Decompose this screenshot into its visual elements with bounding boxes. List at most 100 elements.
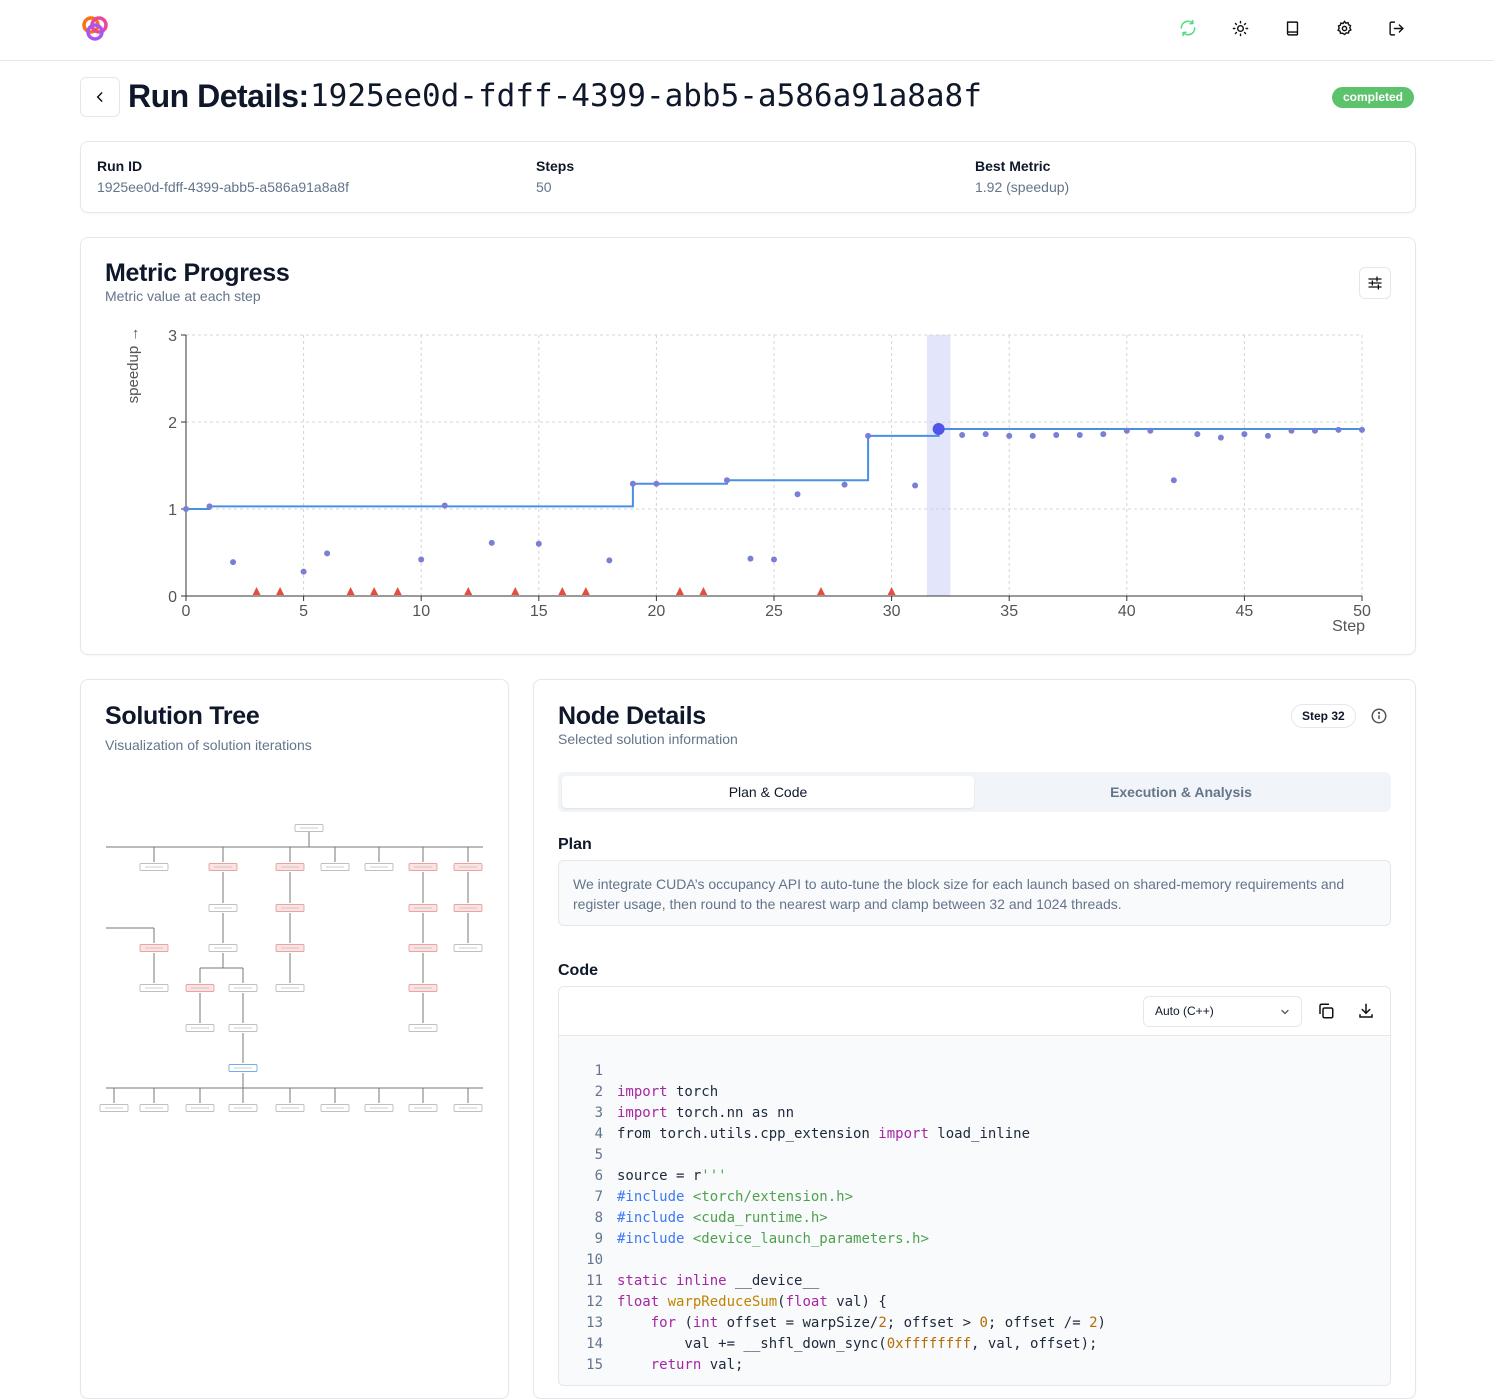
steps-label: Steps [536,158,575,174]
data-point [841,481,848,488]
best-metric-value: 1.92 (speedup) [975,179,1070,195]
line-number: 13 [586,1315,603,1331]
page-title: Run Details: [128,78,309,114]
line-text: import torch [617,1084,719,1100]
metric-progress-card: Metric Progress Metric value at each ste… [80,237,1416,655]
line-number: 12 [586,1294,603,1310]
metric-chart[interactable]: 0 5 10 15 20 25 30 35 40 45 50 0 1 2 3 speedup → Step [81,238,1415,635]
chevron-down-icon [1281,1009,1289,1015]
x-tick-label: 50 [1353,603,1371,620]
data-point [1029,432,1036,439]
line-text: for (int offset = warpSize/2; offset > 0… [650,1315,1106,1331]
data-point [912,482,919,489]
code-line: 12 float warpReduceSum(float val) { [559,1292,1390,1313]
solution-tree-card: Solution Tree Visualization of solution … [80,679,509,1399]
run-id-value: 1925ee0d-fdff-4399-abb5-a586a91a8a8f [97,179,349,195]
line-number: 5 [594,1147,603,1163]
data-point [324,550,331,557]
line-text: from torch.utils.cpp_extension import lo… [617,1126,1031,1142]
data-point [865,432,872,439]
data-point [1241,431,1248,438]
line-text: val += __shfl_down_sync(0xffffffff, val,… [617,1336,1098,1352]
data-point [230,559,237,566]
app-logo[interactable] [80,13,110,43]
code-line: 2 import torch [559,1082,1390,1103]
language-select[interactable]: Auto (C++) [1143,996,1302,1027]
tab-plan-code[interactable]: Plan & Code [562,776,974,808]
refresh-icon[interactable] [1177,17,1199,39]
plan-text: We integrate CUDA’s occupancy API to aut… [558,860,1391,926]
y-tick-label: 3 [168,328,177,345]
info-icon[interactable] [1370,707,1388,725]
x-tick-label: 20 [648,603,666,620]
code-label: Code [558,962,598,979]
solution-tree-graph[interactable] [81,810,510,1170]
line-number: 10 [586,1252,603,1268]
x-tick-label: 0 [182,603,191,620]
run-info-card: Run ID 1925ee0d-fdff-4399-abb5-a586a91a8… [80,141,1416,213]
data-point [206,503,213,510]
copy-icon[interactable] [1317,1002,1335,1020]
data-point [418,556,425,563]
y-tick-label: 1 [168,502,177,519]
logout-icon[interactable] [1385,17,1407,39]
code-toolbar: Auto (C++) [559,987,1390,1036]
line-number: 9 [594,1231,603,1247]
code-line: 1 [559,1061,1390,1082]
back-button[interactable] [80,77,120,117]
code-line: 13 for (int offset = warpSize/2; offset … [559,1313,1390,1334]
tree-subtitle: Visualization of solution iterations [105,737,312,753]
data-point [1147,427,1154,434]
x-tick-label: 25 [765,603,783,620]
data-point [771,556,777,563]
line-number: 1 [594,1063,603,1079]
code-line: 6 source = r''' [559,1166,1390,1187]
failed-step-marker [370,587,379,595]
run-id-label: Run ID [97,158,143,174]
failed-step-marker [887,587,896,595]
failed-step-marker [558,587,567,595]
data-point [982,431,989,438]
data-point [1359,426,1365,433]
code-line: 11 static inline __device__ [559,1271,1390,1292]
data-point [1217,434,1224,441]
tree-title: Solution Tree [105,702,260,730]
best-metric-label: Best Metric [975,158,1051,174]
x-tick-label: 30 [883,603,901,620]
code-line: 15 return val; [559,1355,1390,1376]
data-point [723,477,730,484]
x-tick-label: 5 [299,603,308,620]
tab-execution-analysis[interactable]: Execution & Analysis [1110,784,1252,800]
failed-step-marker [699,587,708,595]
line-number: 11 [586,1273,603,1289]
data-point [1100,431,1107,438]
gear-icon[interactable] [1333,17,1355,39]
data-point [747,555,754,562]
sun-icon[interactable] [1229,17,1251,39]
book-icon[interactable] [1281,17,1303,39]
data-point [606,557,613,564]
data-point [959,432,966,439]
line-text: static inline __device__ [617,1273,820,1289]
line-number: 4 [594,1126,603,1142]
line-text: float warpReduceSum(float val) { [617,1294,887,1310]
page-title-run-id: 1925ee0d-fdff-4399-abb5-a586a91a8a8f [310,78,982,114]
node-tabs: Plan & Code Execution & Analysis [558,772,1391,812]
metric-subtitle: Metric value at each step [105,288,261,304]
steps-value: 50 [536,179,552,195]
chart-settings-button[interactable] [1359,267,1391,299]
line-text: #include <device_launch_parameters.h> [617,1231,929,1247]
failed-step-marker [675,587,684,595]
data-point [1264,432,1271,439]
top-bar [0,0,1494,61]
data-point [1123,427,1130,434]
x-tick-label: 15 [530,603,548,620]
y-tick-label: 0 [168,589,177,606]
x-tick-label: 10 [412,603,430,620]
failed-step-marker [393,587,402,595]
line-number: 15 [586,1357,603,1373]
line-number: 3 [594,1105,603,1121]
download-icon[interactable] [1357,1002,1375,1020]
line-text: source = r''' [617,1168,727,1184]
y-axis-label: speedup → [125,327,142,404]
